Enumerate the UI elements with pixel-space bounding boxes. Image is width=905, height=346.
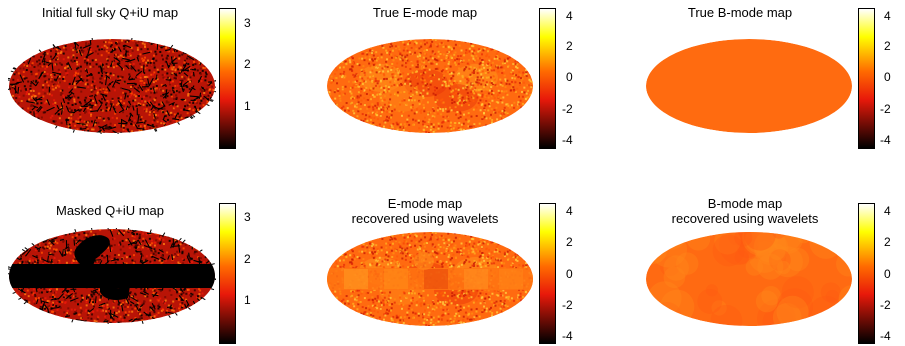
colorbar-tick: 0 [566, 267, 573, 281]
colorbar-tick: 0 [566, 70, 573, 84]
colorbar-tick: -2 [562, 102, 573, 116]
mollweide-map [8, 38, 216, 134]
colorbar [858, 203, 875, 344]
colorbar-tick: 4 [566, 204, 573, 218]
panel-title: E-mode map recovered using wavelets [351, 196, 499, 226]
colorbar-tick: 2 [566, 39, 573, 53]
colorbar-tick: -4 [880, 329, 891, 343]
panel-title: B-mode map recovered using wavelets [671, 196, 819, 226]
colorbar-tick: 2 [244, 57, 251, 71]
colorbar-tick: -2 [880, 102, 891, 116]
colorbar [539, 8, 556, 149]
panel-title: True E-mode map [372, 5, 478, 20]
colorbar-tick: -2 [562, 298, 573, 312]
mollweide-map [646, 232, 852, 326]
mollweide-map [327, 39, 533, 133]
colorbar-tick: -2 [880, 298, 891, 312]
colorbar-tick: -4 [562, 329, 573, 343]
colorbar-tick: 1 [244, 99, 251, 113]
colorbar-tick: 0 [884, 70, 891, 84]
mollweide-map [646, 39, 852, 133]
colorbar [219, 8, 236, 149]
mollweide-map [8, 228, 216, 324]
colorbar [539, 203, 556, 344]
mollweide-map [327, 232, 533, 326]
colorbar-tick: 2 [884, 235, 891, 249]
panel-title: Initial full sky Q+iU map [41, 5, 179, 20]
colorbar-tick: 3 [244, 16, 251, 30]
colorbar-tick: 4 [566, 9, 573, 23]
panel-title: Masked Q+iU map [55, 203, 164, 218]
colorbar-tick: 4 [884, 9, 891, 23]
colorbar-tick: 0 [884, 267, 891, 281]
colorbar-tick: 3 [244, 210, 251, 224]
colorbar-tick: 1 [244, 293, 251, 307]
colorbar [219, 203, 236, 344]
colorbar-tick: 4 [884, 204, 891, 218]
colorbar-tick: 2 [566, 235, 573, 249]
colorbar-tick: -4 [880, 133, 891, 147]
colorbar-tick: 2 [884, 39, 891, 53]
colorbar-tick: 2 [244, 252, 251, 266]
panel-title: True B-mode map [687, 5, 793, 20]
colorbar [858, 8, 875, 149]
colorbar-tick: -4 [562, 133, 573, 147]
